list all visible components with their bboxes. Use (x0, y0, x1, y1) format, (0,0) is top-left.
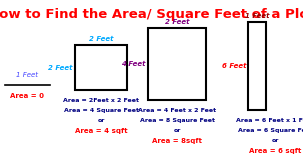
Text: How to Find the Area/ Square Feet of a Plot: How to Find the Area/ Square Feet of a P… (0, 8, 303, 21)
Text: Area = 4 sqft: Area = 4 sqft (75, 128, 127, 134)
Text: Area = 0: Area = 0 (11, 93, 45, 99)
Text: Area = 8 Sqaure Feet: Area = 8 Sqaure Feet (139, 118, 215, 123)
Text: Area = 6 Square Feet: Area = 6 Square Feet (238, 128, 303, 133)
Text: 6 Feet: 6 Feet (221, 63, 246, 69)
Bar (148, 28, 206, 100)
Text: or: or (271, 138, 279, 143)
Text: Area = 8sqft: Area = 8sqft (152, 138, 202, 144)
Text: 2 Feet: 2 Feet (89, 36, 113, 42)
Text: 1 Feet: 1 Feet (245, 13, 269, 19)
Text: Area = 2Feet x 2 Feet: Area = 2Feet x 2 Feet (63, 98, 139, 103)
Text: Area = 4 Feet x 2 Feet: Area = 4 Feet x 2 Feet (138, 108, 216, 113)
Text: Area = 6 sqft: Area = 6 sqft (249, 148, 301, 154)
Text: or: or (97, 118, 105, 123)
Text: 2 Feet: 2 Feet (165, 19, 189, 25)
Text: 4 Feet: 4 Feet (122, 61, 146, 67)
Bar (248, 22, 266, 110)
Text: 1 Feet: 1 Feet (16, 72, 38, 78)
Text: or: or (173, 128, 181, 133)
Bar (75, 45, 127, 90)
Text: Area = 4 Square Feet: Area = 4 Square Feet (64, 108, 138, 113)
Text: 2 Feet: 2 Feet (48, 64, 73, 70)
Text: Area = 6 Feet x 1 Feet: Area = 6 Feet x 1 Feet (236, 118, 303, 123)
